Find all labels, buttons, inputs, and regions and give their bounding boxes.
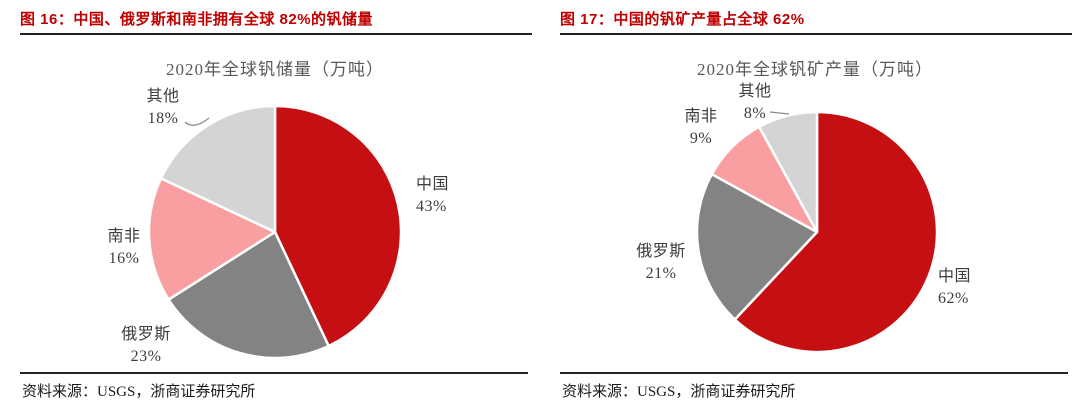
pie-slice: [273, 104, 403, 348]
figure-16: 图 16：中国、俄罗斯和南非拥有全球 82%的钒储量 2020年全球钒储量（万吨…: [20, 11, 532, 400]
source-divider: [560, 372, 1068, 374]
caption-underline: [20, 33, 532, 35]
pie-slice: [167, 230, 330, 360]
leader-line: [184, 117, 210, 126]
pie-label-china: 中国 62%: [938, 268, 972, 307]
pie-chart: [695, 110, 939, 354]
figure-caption: 图 17：中国的钒矿产量占全球 62%: [560, 11, 805, 28]
figure-caption: 图 16：中国、俄罗斯和南非拥有全球 82%的钒储量: [20, 11, 374, 28]
pie-slice: [159, 104, 277, 234]
leader-line: [769, 111, 790, 115]
caption-underline: [560, 33, 1072, 35]
pie-slice: [733, 110, 939, 354]
pie-label-south-africa: 南非 16%: [107, 228, 141, 267]
source-line: 资料来源：USGS，浙商证券研究所: [22, 384, 256, 400]
pie-label-russia: 俄罗斯 21%: [636, 243, 686, 282]
pie-label-south-africa: 南非 9%: [684, 108, 718, 147]
source-divider: [20, 372, 528, 374]
pie-label-china: 中国 43%: [416, 176, 450, 215]
pie-chart: [147, 104, 403, 360]
chart-title: 2020年全球钒矿产量（万吨）: [697, 60, 933, 79]
source-line: 资料来源：USGS，浙商证券研究所: [562, 384, 796, 400]
pie-label-others: 其他 18%: [146, 88, 180, 127]
pie-slice: [757, 110, 819, 234]
pie-slice: [695, 172, 819, 321]
pie-label-russia: 俄罗斯 23%: [121, 326, 171, 365]
figure-17: 图 17：中国的钒矿产量占全球 62% 2020年全球钒矿产量（万吨） 其他 8…: [540, 0, 1080, 409]
pie-label-others: 其他 8%: [738, 83, 772, 122]
chart-title: 2020年全球钒储量（万吨）: [166, 60, 384, 79]
pie-slice: [147, 177, 277, 301]
